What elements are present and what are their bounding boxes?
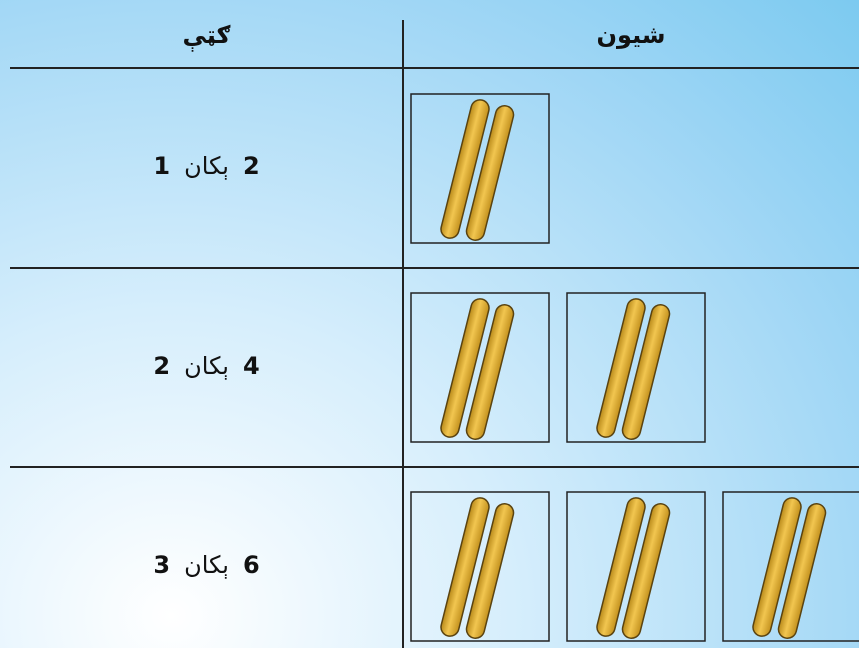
header-text: ګټې	[182, 21, 231, 49]
word: ېکان	[184, 351, 229, 380]
word: ېکان	[184, 151, 229, 180]
left-number: 3	[153, 550, 171, 579]
row-label: 1 ېکان 2	[10, 68, 403, 263]
stick-boxes	[410, 93, 859, 642]
sticks	[438, 97, 829, 641]
right-number: 4	[242, 351, 260, 380]
row-label: 3 ېکان 6	[10, 467, 403, 648]
header-text: شیون	[596, 21, 666, 49]
header-right: شیون	[403, 10, 859, 60]
grid	[10, 20, 859, 648]
right-number: 2	[242, 151, 260, 180]
right-number: 6	[242, 550, 260, 579]
left-number: 2	[153, 351, 171, 380]
row-label: 2 ېکان 4	[10, 268, 403, 463]
header-left: ګټې	[10, 10, 403, 60]
word: ېکان	[184, 550, 229, 579]
left-number: 1	[153, 151, 171, 180]
